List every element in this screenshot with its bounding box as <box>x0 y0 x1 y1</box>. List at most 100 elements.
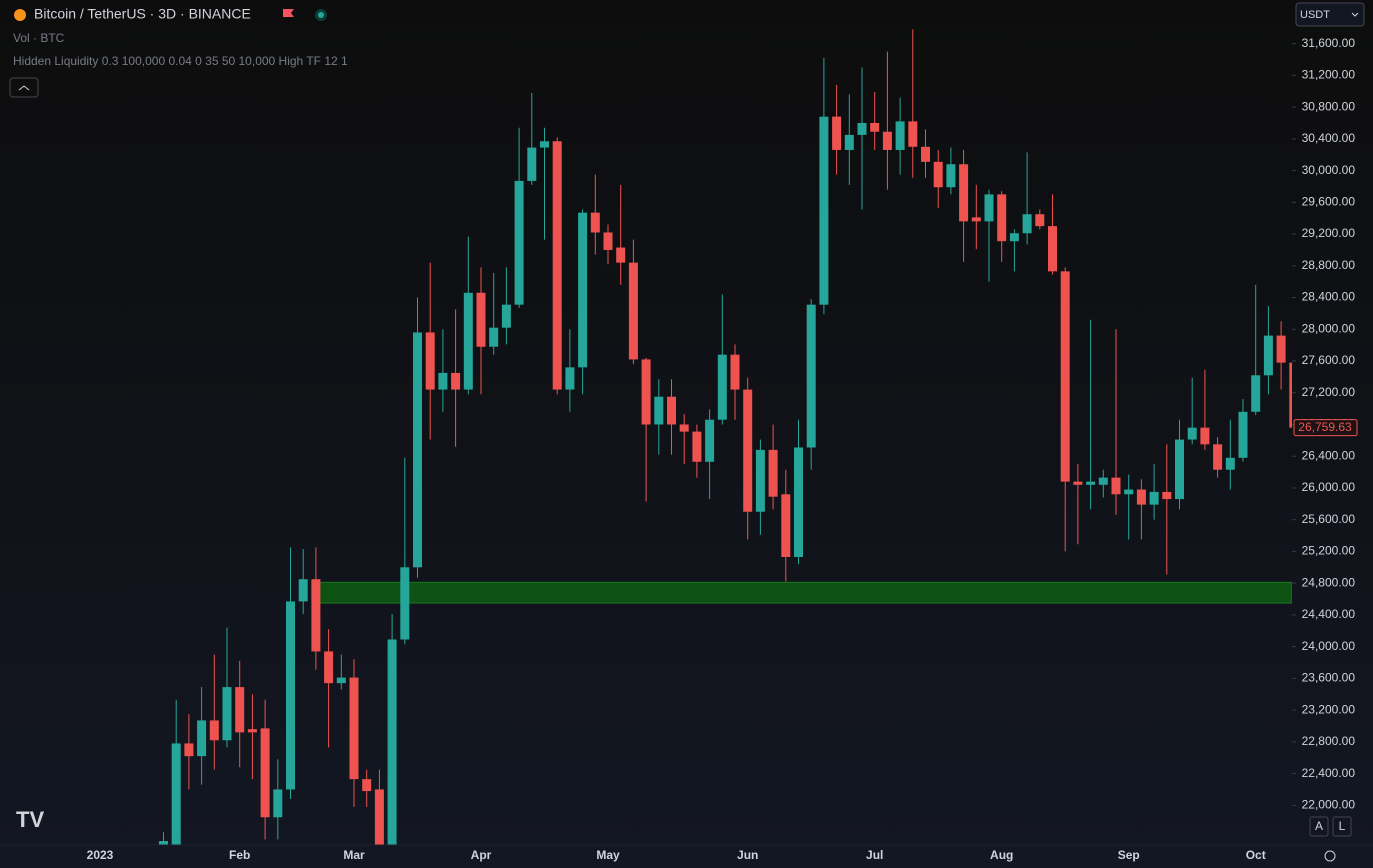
x-tick-label: Sep <box>1118 848 1140 862</box>
candle-body <box>1175 439 1184 500</box>
candle-body <box>971 217 981 222</box>
y-tick-label: 31,200.00 <box>1302 68 1356 82</box>
candle-body <box>413 332 422 568</box>
candle-body <box>781 494 791 557</box>
currency-select[interactable] <box>1295 2 1365 27</box>
y-tick-label: 23,600.00 <box>1302 671 1356 685</box>
last-price-label: 26,759.63 <box>1298 420 1352 434</box>
candle-body <box>374 789 384 845</box>
y-tick-label: 27,600.00 <box>1302 353 1356 367</box>
symbol-title: Bitcoin / TetherUS · 3D · BINANCE <box>34 6 251 22</box>
candle-body <box>1111 477 1121 495</box>
candle-body <box>209 720 219 741</box>
candle-body <box>197 720 207 757</box>
candle-body <box>768 449 778 497</box>
candle-body <box>882 131 892 150</box>
symbol-icon <box>14 9 26 21</box>
candle-body <box>984 194 994 222</box>
candle-body <box>1276 335 1286 363</box>
candle-body <box>641 359 651 425</box>
indicator-label[interactable]: Hidden Liquidity 0.3 100,000 0.04 0 35 5… <box>13 54 348 68</box>
plot-area <box>159 29 1292 845</box>
auto-button[interactable] <box>1309 816 1329 837</box>
candle-body <box>425 332 435 390</box>
candle-body <box>705 419 715 462</box>
y-tick-label: 29,200.00 <box>1302 226 1356 240</box>
candle-body <box>1149 491 1159 505</box>
candle-body <box>501 304 511 328</box>
candle-body <box>806 304 816 448</box>
x-tick-label: 2023 <box>87 848 114 862</box>
collapse-icon <box>18 85 30 91</box>
candle-body <box>628 262 638 360</box>
collapse-button[interactable] <box>9 77 39 98</box>
candle-body <box>565 367 575 390</box>
y-tick-label: 30,800.00 <box>1302 99 1356 113</box>
settings-icon[interactable] <box>1324 850 1336 862</box>
candle-body <box>260 728 270 818</box>
candle-body <box>1035 214 1045 227</box>
candle-body <box>794 447 803 557</box>
candle-body <box>717 354 727 420</box>
y-tick-label: 28,000.00 <box>1302 321 1356 335</box>
y-tick-label: 30,400.00 <box>1302 131 1356 145</box>
x-tick-label: Mar <box>343 848 365 862</box>
y-tick-label: 23,200.00 <box>1302 702 1356 716</box>
candle-body <box>222 687 232 741</box>
x-tick-label: Jul <box>866 848 883 862</box>
dropdown-icon <box>1351 12 1359 17</box>
candle-body <box>832 116 842 150</box>
candle-body <box>298 579 308 602</box>
candle-body <box>1048 226 1057 272</box>
log-button[interactable] <box>1332 816 1352 837</box>
candle-body <box>730 354 740 390</box>
candle-body <box>1225 457 1235 470</box>
candle-body <box>654 396 664 425</box>
candle-body <box>1086 481 1096 485</box>
candle-body <box>324 651 334 684</box>
y-tick-label: 25,200.00 <box>1302 544 1356 558</box>
candle-body <box>336 677 346 684</box>
candle-body <box>387 639 397 845</box>
currency-label: USDT <box>1300 9 1330 21</box>
candle-body <box>667 396 676 425</box>
x-tick-label: Apr <box>471 848 492 862</box>
x-tick-label: May <box>596 848 620 862</box>
candle-body <box>311 579 321 652</box>
candle-body <box>514 180 524 305</box>
candle-body <box>1187 427 1197 440</box>
candle-body <box>616 247 626 263</box>
y-tick-label: 24,400.00 <box>1302 607 1356 621</box>
candle-body <box>1289 362 1292 428</box>
candle-body <box>1124 489 1134 495</box>
candle-body <box>1251 375 1261 412</box>
candle-body <box>908 121 918 147</box>
candle-body <box>247 729 257 733</box>
x-tick-label: Aug <box>990 848 1013 862</box>
candle-body <box>933 161 943 188</box>
candle-body <box>1009 233 1019 242</box>
indicator-label[interactable]: Vol · BTC <box>13 31 65 45</box>
candle-body <box>590 212 600 233</box>
x-tick-label: Jun <box>737 848 758 862</box>
candle-body <box>438 372 448 390</box>
y-tick-label: 31,600.00 <box>1302 36 1356 50</box>
y-tick-label: 30,000.00 <box>1302 163 1356 177</box>
candle-body <box>235 687 245 733</box>
y-tick-label: 25,600.00 <box>1302 512 1356 526</box>
candle-body <box>451 372 461 390</box>
candle-body <box>1263 335 1273 376</box>
candle-body <box>1060 271 1070 482</box>
auto-label: A <box>1315 819 1323 833</box>
candle-body <box>870 122 880 132</box>
candle-body <box>273 789 283 818</box>
log-label: L <box>1339 819 1346 833</box>
flag-icon[interactable] <box>283 9 294 17</box>
candle-body <box>755 449 765 512</box>
y-tick-label: 22,800.00 <box>1302 734 1356 748</box>
status-dot <box>318 12 324 18</box>
y-tick-label: 22,400.00 <box>1302 766 1356 780</box>
candle-body <box>362 779 372 792</box>
candle-body <box>159 841 168 845</box>
